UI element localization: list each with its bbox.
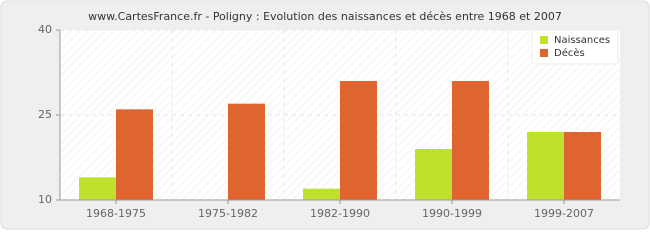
- legend-label: Décès: [554, 47, 585, 59]
- y-tick-label: 40: [38, 23, 52, 36]
- bar: [564, 132, 601, 200]
- x-tick-label: 1990-1999: [422, 207, 482, 220]
- legend-swatch: [540, 49, 548, 57]
- x-tick-label: 1975-1982: [198, 207, 258, 220]
- bar: [452, 81, 489, 200]
- y-tick-label: 25: [38, 108, 52, 121]
- chart-title: www.CartesFrance.fr - Poligny : Evolutio…: [88, 10, 562, 23]
- x-tick-label: 1982-1990: [310, 207, 370, 220]
- bar: [303, 188, 340, 200]
- x-tick-label: 1999-2007: [534, 207, 594, 220]
- chart: www.CartesFrance.fr - Poligny : Evolutio…: [0, 0, 650, 230]
- bar: [228, 103, 265, 200]
- y-tick-label: 10: [38, 193, 52, 206]
- legend-swatch: [540, 36, 548, 44]
- bar: [527, 132, 564, 200]
- legend-box: [531, 29, 619, 65]
- legend-label: Naissances: [554, 35, 610, 46]
- bar: [340, 81, 377, 200]
- x-tick-label: 1968-1975: [86, 207, 146, 220]
- bar: [116, 109, 153, 200]
- bar: [415, 149, 452, 200]
- bar: [79, 177, 116, 200]
